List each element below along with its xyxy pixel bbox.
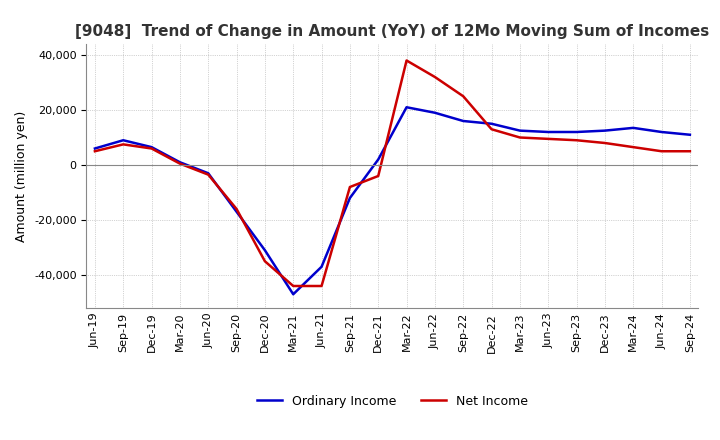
Ordinary Income	[657, 129, 666, 135]
Ordinary Income	[431, 110, 439, 115]
Ordinary Income	[148, 144, 156, 150]
Ordinary Income	[685, 132, 694, 137]
Net Income	[572, 138, 581, 143]
Net Income	[629, 144, 637, 150]
Ordinary Income	[374, 157, 382, 162]
Net Income	[119, 142, 127, 147]
Ordinary Income	[459, 118, 467, 124]
Ordinary Income	[119, 138, 127, 143]
Net Income	[431, 74, 439, 80]
Net Income	[148, 146, 156, 151]
Y-axis label: Amount (million yen): Amount (million yen)	[16, 110, 29, 242]
Ordinary Income	[233, 209, 241, 214]
Net Income	[685, 149, 694, 154]
Title: [9048]  Trend of Change in Amount (YoY) of 12Mo Moving Sum of Incomes: [9048] Trend of Change in Amount (YoY) o…	[76, 24, 709, 39]
Ordinary Income	[572, 129, 581, 135]
Ordinary Income	[487, 121, 496, 126]
Net Income	[91, 149, 99, 154]
Net Income	[600, 140, 609, 146]
Ordinary Income	[402, 105, 411, 110]
Ordinary Income	[346, 195, 354, 201]
Ordinary Income	[600, 128, 609, 133]
Legend: Ordinary Income, Net Income: Ordinary Income, Net Income	[252, 390, 533, 413]
Ordinary Income	[318, 264, 326, 269]
Ordinary Income	[516, 128, 524, 133]
Net Income	[176, 161, 184, 166]
Net Income	[374, 173, 382, 179]
Ordinary Income	[91, 146, 99, 151]
Line: Ordinary Income: Ordinary Income	[95, 107, 690, 294]
Net Income	[657, 149, 666, 154]
Ordinary Income	[204, 171, 212, 176]
Net Income	[544, 136, 552, 142]
Ordinary Income	[629, 125, 637, 131]
Ordinary Income	[176, 160, 184, 165]
Net Income	[289, 283, 297, 289]
Net Income	[261, 259, 269, 264]
Ordinary Income	[544, 129, 552, 135]
Net Income	[204, 172, 212, 177]
Net Income	[516, 135, 524, 140]
Line: Net Income: Net Income	[95, 61, 690, 286]
Ordinary Income	[261, 248, 269, 253]
Ordinary Income	[289, 292, 297, 297]
Net Income	[487, 127, 496, 132]
Net Income	[318, 283, 326, 289]
Net Income	[233, 206, 241, 212]
Net Income	[346, 184, 354, 190]
Net Income	[402, 58, 411, 63]
Net Income	[459, 94, 467, 99]
